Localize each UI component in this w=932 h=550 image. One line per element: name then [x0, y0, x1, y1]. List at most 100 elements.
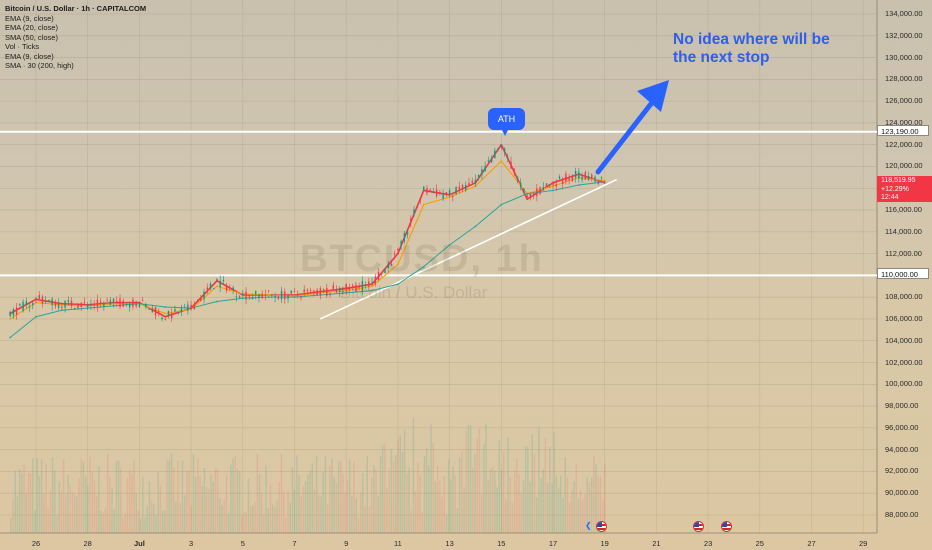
price-tick-label: 128,000.00	[885, 74, 923, 84]
candle-body	[303, 289, 305, 293]
candle-body	[435, 189, 438, 197]
price-tick-label: 90,000.00	[885, 488, 919, 498]
series-point	[164, 306, 167, 308]
candle-body	[83, 302, 86, 304]
volume-bar	[370, 477, 373, 533]
volume-bar	[551, 483, 553, 533]
series-point	[371, 285, 373, 288]
volume-bar	[219, 498, 221, 533]
legend-volume[interactable]: Vol · Ticks	[5, 42, 40, 51]
price-tick-label: 124,000.00	[885, 117, 923, 127]
volume-bar	[315, 455, 318, 533]
volume-bar	[333, 476, 335, 533]
us-flag-icon[interactable]	[721, 521, 732, 532]
series-point	[500, 203, 503, 206]
volume-bar	[168, 460, 170, 533]
volume-bar	[278, 481, 280, 533]
candle-body	[339, 287, 341, 292]
volume-bar	[355, 498, 357, 533]
series-point	[267, 296, 270, 299]
candle-body	[423, 186, 425, 191]
price-axis[interactable]: 134,000.00 132,000.00 130,000.00 128,000.00…	[877, 0, 932, 533]
time-tick-label: 23	[703, 539, 713, 548]
legend-sma50[interactable]: SMA (50, close)	[5, 32, 58, 42]
candle-body	[587, 176, 590, 181]
series-point	[216, 279, 218, 282]
candle-body	[552, 183, 554, 185]
bar-countdown: 12:44	[881, 194, 899, 201]
us-flag-icon[interactable]	[596, 521, 607, 532]
candle-body	[445, 192, 448, 195]
ath-callout[interactable]: ATH	[488, 108, 525, 130]
volume-bar	[342, 473, 344, 533]
candle-body	[578, 171, 580, 179]
volume-bar	[307, 474, 309, 533]
volume-bar	[146, 505, 148, 533]
candle-body	[452, 196, 454, 198]
volume-bar	[538, 427, 540, 533]
volume-bar	[225, 475, 228, 533]
volume-bar	[302, 485, 305, 533]
volume-bar	[142, 476, 144, 533]
volume-bar	[340, 461, 342, 533]
candle-body	[38, 295, 40, 299]
annotation-text[interactable]: No idea where will be the next stop	[673, 31, 873, 67]
candle-body	[290, 290, 292, 294]
volume-bar	[500, 470, 503, 533]
candle-body	[584, 172, 587, 180]
candle-body	[277, 296, 280, 299]
candle-body	[477, 175, 480, 178]
volume-bar	[144, 516, 146, 533]
candle-body	[190, 304, 192, 310]
volume-bar	[298, 474, 300, 533]
legend-ema9-second[interactable]: EMA (9, close)	[5, 51, 54, 61]
candle-body	[536, 188, 538, 196]
volume-bar	[87, 485, 89, 533]
legend-title[interactable]: Bitcoin / U.S. Dollar · 1h · CAPITALCOM	[5, 4, 147, 13]
volume-bar	[472, 467, 474, 533]
volume-bar	[122, 517, 124, 533]
volume-bar	[467, 424, 470, 533]
us-flag-icon[interactable]	[693, 521, 704, 532]
series-point	[422, 203, 425, 206]
candle-body	[439, 192, 441, 194]
volume-bar	[258, 474, 261, 533]
volume-bar	[93, 479, 96, 533]
legend-ema20[interactable]: EMA (20, close)	[5, 23, 58, 32]
volume-bar	[586, 476, 588, 533]
volume-bar	[401, 451, 404, 533]
price-change: +12.29%	[881, 185, 909, 193]
candle-body	[193, 304, 196, 310]
volume-bar	[27, 472, 30, 533]
candle-body	[568, 178, 570, 181]
candle-body	[77, 304, 79, 309]
candle-body	[132, 299, 134, 308]
volume-bar	[474, 454, 476, 533]
volume-bar	[40, 458, 43, 533]
time-axis[interactable]: 26 28 Jul 3 5 7 9 11 13 15 17 19 21 23 25 27 29	[0, 533, 877, 550]
legend-sma200[interactable]: SMA · 30 (200, high)	[5, 61, 74, 70]
event-arrow-icon[interactable]: ❮	[585, 521, 592, 530]
volume-bar	[282, 491, 285, 533]
volume-bar	[190, 505, 192, 533]
legend-ema9[interactable]: EMA (9, close)	[5, 13, 54, 23]
candle-body	[28, 306, 31, 308]
volume-bar	[496, 487, 498, 533]
volume-bar	[386, 487, 388, 533]
candle-body	[235, 295, 238, 297]
volume-bar	[516, 458, 518, 533]
candle-body	[80, 303, 82, 308]
candle-body	[22, 301, 24, 311]
volume-bar	[10, 517, 12, 533]
series-point	[9, 336, 12, 339]
volume-bar	[212, 481, 214, 533]
candle-body	[280, 290, 283, 300]
candle-body	[374, 276, 376, 285]
volume-bar	[60, 490, 63, 533]
volume-bar	[148, 481, 151, 533]
series-point	[526, 192, 529, 195]
volume-bar	[417, 462, 419, 533]
price-tick-label: 108,000.00	[885, 292, 923, 302]
